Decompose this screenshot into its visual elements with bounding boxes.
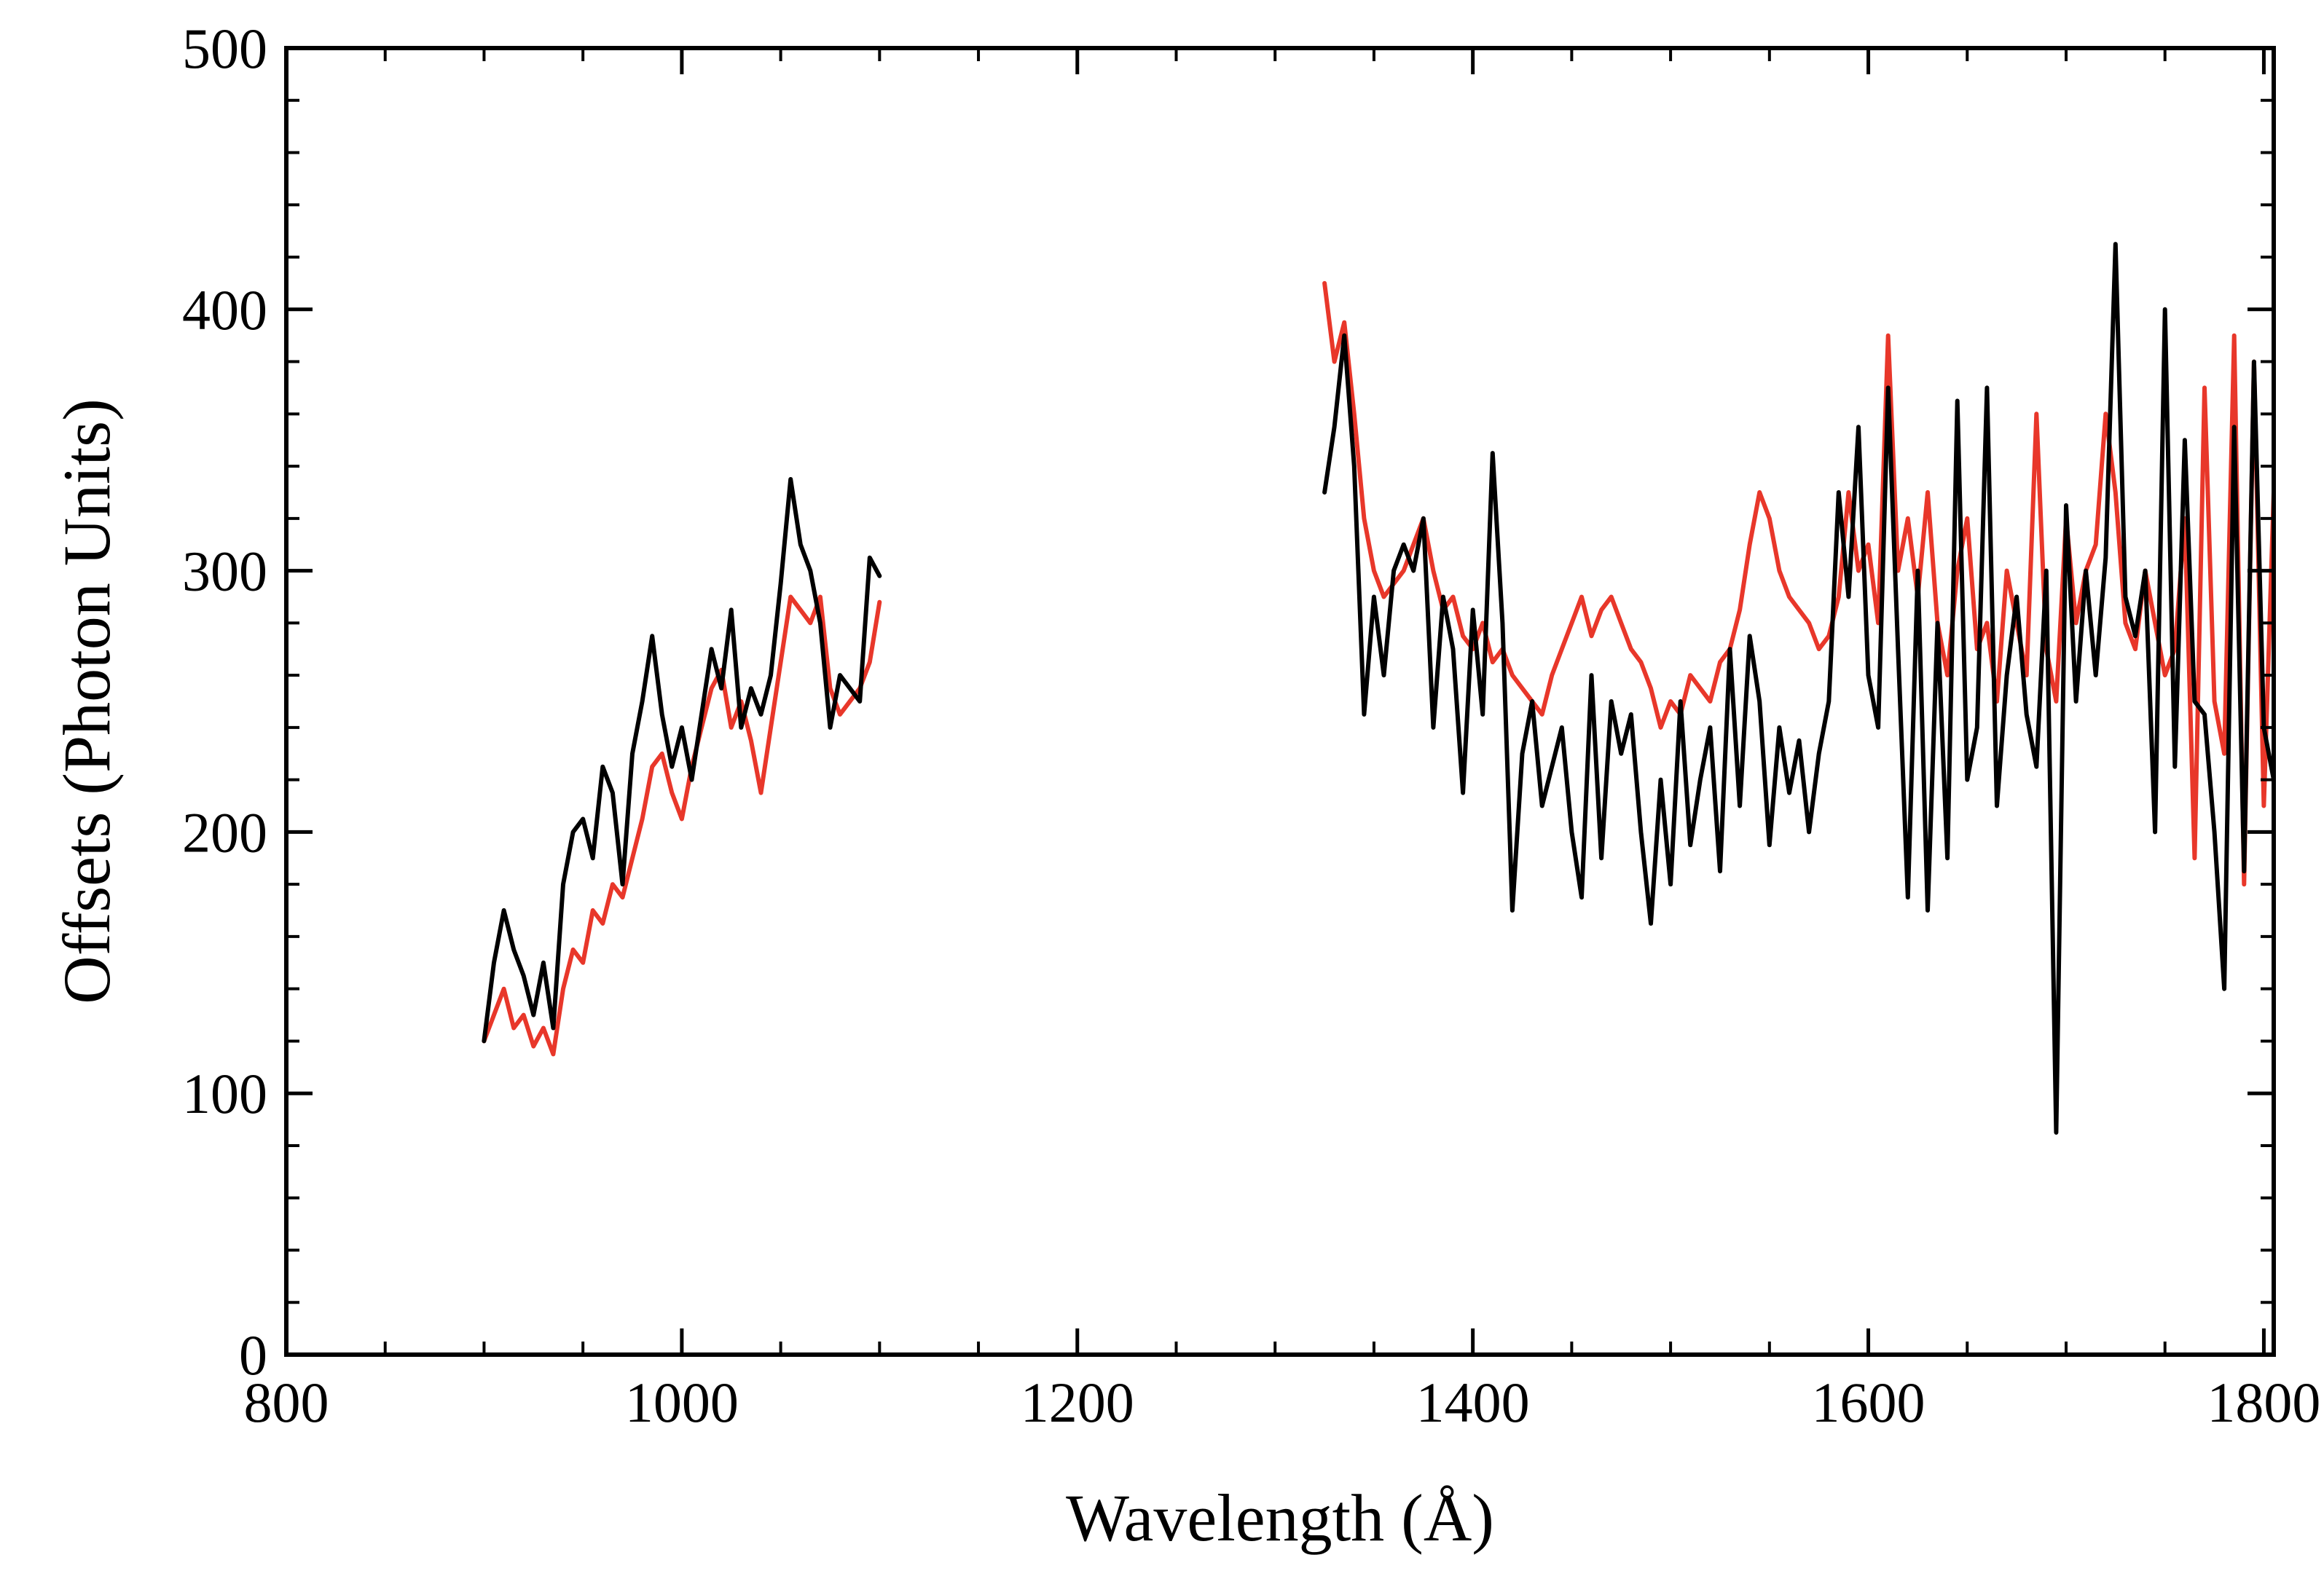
major-ticks <box>284 46 2274 1357</box>
y-tick-label: 0 <box>239 1323 267 1387</box>
y-tick-label: 100 <box>182 1062 267 1125</box>
y-tick-label: 200 <box>182 800 267 864</box>
x-axis-label: Wavelength (Å) <box>1066 1481 1494 1555</box>
y-tick-label: 300 <box>182 540 267 603</box>
series-black-segment-2 <box>1322 242 2276 1135</box>
x-tick-label: 1600 <box>1812 1371 1925 1434</box>
minor-ticks <box>286 48 2274 1355</box>
x-tick-labels: 800 1000 1200 1400 1600 1800 <box>244 1371 2321 1434</box>
x-tick-label: 1800 <box>2207 1371 2320 1434</box>
y-axis-label: Offsets (Photon Units) <box>50 398 124 1004</box>
series-red-segment-1 <box>482 594 882 1057</box>
x-tick-label: 800 <box>244 1371 329 1434</box>
y-tick-label: 500 <box>182 17 267 80</box>
y-tick-label: 400 <box>182 278 267 342</box>
x-tick-label: 1000 <box>625 1371 739 1434</box>
series-layer <box>482 242 2276 1135</box>
x-tick-label: 1400 <box>1416 1371 1530 1434</box>
x-tick-label: 1200 <box>1021 1371 1134 1434</box>
plot-frame <box>284 46 2276 1357</box>
y-tick-labels: 0 100 200 300 400 500 <box>182 17 267 1387</box>
series-red-segment-2 <box>1322 280 2276 887</box>
series-black-segment-1 <box>482 477 882 1044</box>
